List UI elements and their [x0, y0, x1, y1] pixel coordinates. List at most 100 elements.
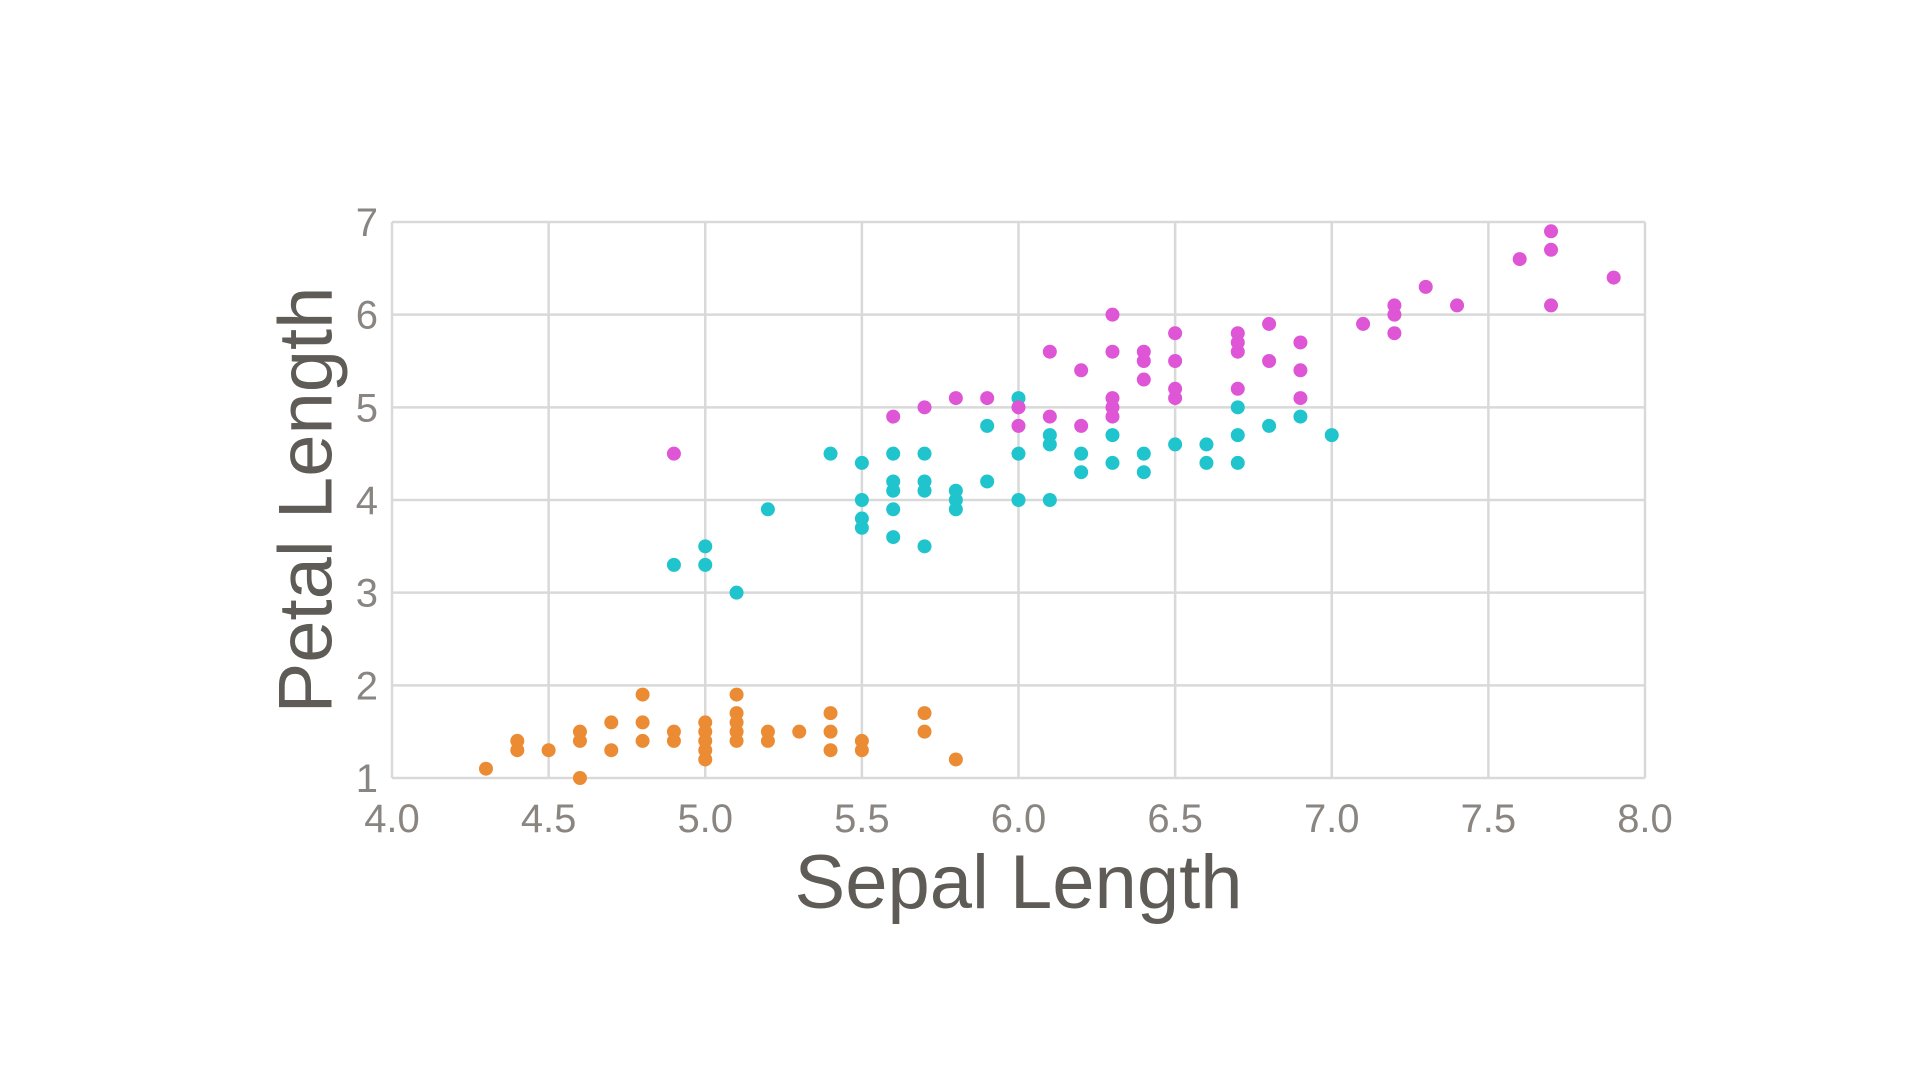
data-point-series-2 [886, 474, 901, 489]
data-point-series-2 [917, 474, 932, 489]
data-point-series-3 [1544, 224, 1559, 239]
x-tick-label: 4.0 [364, 797, 420, 841]
y-tick-label: 4 [356, 479, 378, 523]
y-tick-label: 3 [356, 572, 378, 616]
y-tick-label: 6 [356, 294, 378, 338]
data-point-series-3 [1418, 279, 1433, 294]
data-point-series-1 [478, 761, 493, 776]
data-point-series-2 [1230, 400, 1245, 415]
data-point-series-3 [1293, 335, 1308, 350]
data-point-series-2 [980, 418, 995, 433]
data-point-series-3 [917, 400, 932, 415]
data-point-series-1 [572, 724, 587, 739]
data-point-series-3 [1262, 354, 1277, 368]
data-point-series-1 [823, 743, 838, 758]
y-tick-label: 7 [356, 201, 378, 245]
data-point-series-2 [1011, 446, 1026, 461]
data-point-series-3 [980, 391, 995, 406]
x-tick-label: 7.5 [1461, 797, 1517, 841]
data-point-series-3 [1042, 409, 1057, 424]
data-point-series-3 [1356, 316, 1371, 331]
data-point-series-2 [1011, 493, 1026, 507]
data-point-series-2 [1042, 493, 1057, 507]
data-point-series-2 [1199, 437, 1214, 452]
data-point-series-2 [729, 585, 744, 600]
data-point-series-3 [1168, 326, 1183, 341]
data-point-series-2 [1074, 446, 1089, 461]
data-point-series-3 [1387, 298, 1402, 313]
x-tick-label: 7.0 [1304, 797, 1360, 841]
data-point-series-2 [917, 446, 932, 461]
data-point-series-1 [510, 733, 525, 748]
data-point-series-3 [1136, 344, 1151, 359]
data-point-series-3 [1136, 372, 1151, 387]
data-point-series-1 [635, 715, 650, 730]
data-point-series-1 [948, 752, 963, 767]
x-tick-label: 4.5 [521, 797, 577, 841]
data-point-series-1 [604, 715, 619, 730]
y-tick-label: 1 [356, 757, 378, 801]
data-point-series-2 [1230, 455, 1245, 470]
data-point-series-1 [698, 715, 713, 730]
data-point-series-1 [635, 687, 650, 702]
x-axis-title: Sepal Length [795, 840, 1243, 925]
data-point-series-1 [823, 706, 838, 721]
data-point-series-2 [1324, 428, 1339, 443]
data-point-series-2 [698, 557, 713, 572]
data-point-series-3 [1230, 381, 1245, 396]
data-point-series-1 [729, 687, 744, 702]
data-point-series-3 [886, 409, 901, 424]
data-point-series-3 [1293, 391, 1308, 406]
x-tick-label: 6.0 [991, 797, 1047, 841]
data-point-series-2 [854, 455, 869, 470]
data-point-series-2 [823, 446, 838, 461]
data-point-series-1 [729, 706, 744, 721]
data-point-series-1 [604, 743, 619, 758]
data-point-series-3 [666, 446, 681, 461]
data-point-series-2 [1168, 437, 1183, 452]
y-axis-title: Petal Length [264, 287, 349, 714]
data-point-series-3 [1074, 418, 1089, 433]
y-tick-label: 2 [356, 664, 378, 708]
point-layer [478, 224, 1621, 785]
data-point-series-3 [1293, 363, 1308, 378]
data-point-series-2 [886, 446, 901, 461]
data-point-series-2 [1199, 455, 1214, 470]
x-tick-label: 6.5 [1147, 797, 1203, 841]
data-point-series-1 [917, 706, 932, 721]
data-point-series-3 [1544, 298, 1559, 313]
data-point-series-2 [760, 502, 775, 517]
data-point-series-2 [1136, 446, 1151, 461]
data-point-series-2 [886, 502, 901, 517]
data-point-series-2 [666, 557, 681, 572]
data-point-series-3 [1011, 400, 1026, 415]
x-tick-label: 5.5 [834, 797, 890, 841]
data-point-series-1 [854, 733, 869, 748]
data-point-series-3 [1105, 307, 1120, 322]
data-point-series-1 [792, 724, 807, 739]
data-point-series-2 [948, 483, 963, 498]
data-point-series-3 [1105, 391, 1120, 406]
data-point-series-3 [1262, 316, 1277, 331]
data-point-series-2 [1136, 465, 1151, 480]
x-tick-label: 8.0 [1617, 797, 1673, 841]
data-point-series-3 [1168, 381, 1183, 396]
data-point-series-2 [1293, 409, 1308, 424]
data-point-series-2 [698, 539, 713, 554]
data-point-series-1 [917, 724, 932, 739]
data-point-series-2 [1262, 418, 1277, 433]
data-point-series-2 [1105, 455, 1120, 470]
data-point-series-3 [1230, 326, 1245, 341]
data-point-series-2 [1042, 428, 1057, 443]
data-point-series-3 [1042, 344, 1057, 359]
data-point-series-3 [1450, 298, 1465, 313]
data-point-series-1 [541, 743, 556, 758]
data-point-series-2 [854, 511, 869, 526]
data-point-series-2 [1105, 428, 1120, 443]
y-tick-label: 5 [356, 386, 378, 430]
data-point-series-3 [1011, 418, 1026, 433]
data-point-series-2 [980, 474, 995, 489]
data-point-series-3 [1606, 270, 1621, 285]
data-point-series-2 [1230, 428, 1245, 443]
